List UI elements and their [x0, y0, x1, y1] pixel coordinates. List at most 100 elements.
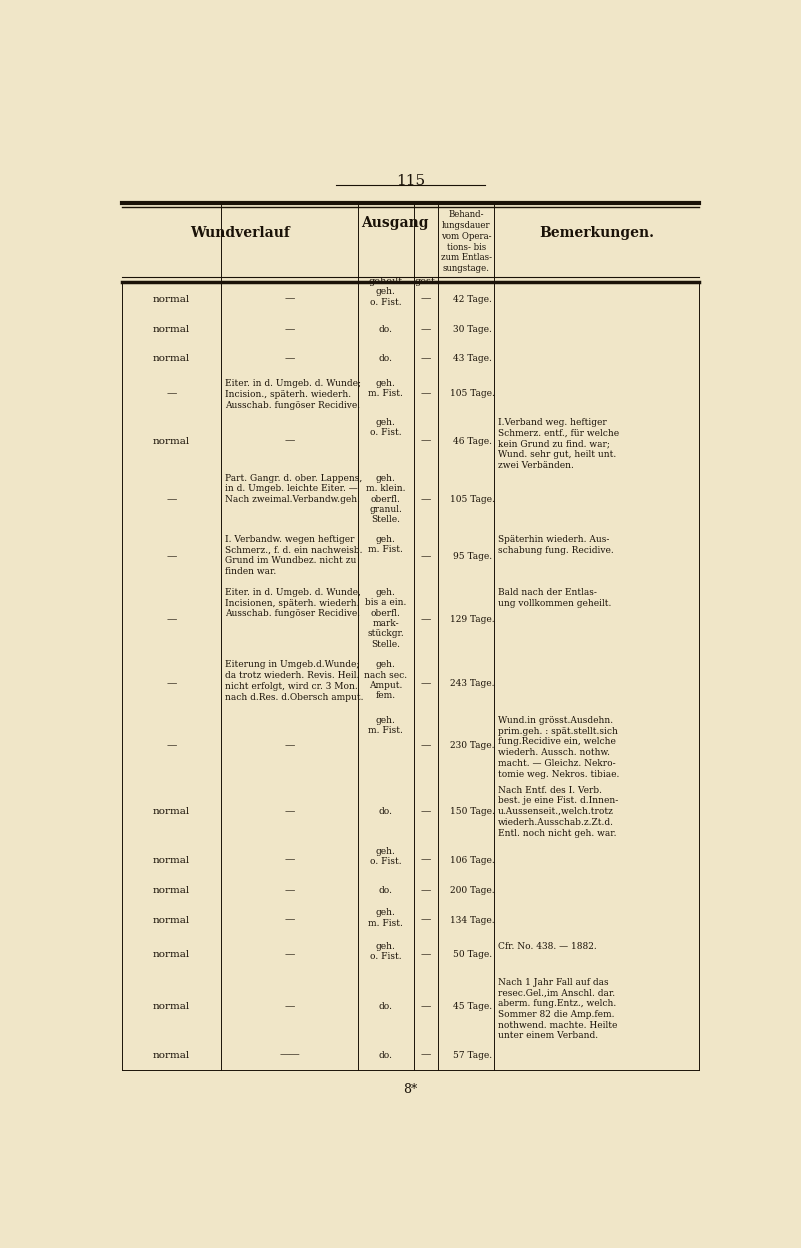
Text: —: —	[421, 1002, 431, 1011]
Text: —: —	[167, 679, 177, 688]
Text: —: —	[421, 950, 431, 960]
Text: do.: do.	[379, 326, 392, 334]
Text: —: —	[421, 916, 431, 925]
Text: I. Verbandw. wegen heftiger
Schmerz., f. d. ein nachweisb.
Grund im Wundbez. nic: I. Verbandw. wegen heftiger Schmerz., f.…	[225, 535, 362, 577]
Text: normal: normal	[153, 1002, 190, 1011]
Text: —: —	[284, 741, 295, 750]
Text: —: —	[284, 437, 295, 446]
Text: normal: normal	[153, 1051, 190, 1060]
Text: normal: normal	[153, 950, 190, 960]
Text: do.: do.	[379, 354, 392, 363]
Text: ——: ——	[279, 1051, 300, 1060]
Text: normal: normal	[153, 326, 190, 334]
Text: —: —	[167, 615, 177, 624]
Text: Cfr. No. 438. — 1882.: Cfr. No. 438. — 1882.	[498, 941, 597, 951]
Text: —: —	[167, 495, 177, 504]
Text: —: —	[421, 552, 431, 562]
Text: 43 Tage.: 43 Tage.	[453, 354, 492, 363]
Text: geh.
m. Fist.: geh. m. Fist.	[368, 379, 403, 398]
Text: 42 Tage.: 42 Tage.	[453, 295, 492, 303]
Text: 105 Tage.: 105 Tage.	[450, 495, 495, 504]
Text: Eiter. in d. Umgeb. d. Wunde;
Incision., späterh. wiederh.
Ausschab. fungöser Re: Eiter. in d. Umgeb. d. Wunde; Incision.,…	[225, 379, 361, 409]
Text: normal: normal	[153, 916, 190, 925]
Text: 95 Tage.: 95 Tage.	[453, 552, 492, 562]
Text: Ausgang: Ausgang	[360, 216, 429, 231]
Text: normal: normal	[153, 886, 190, 895]
Text: geh.
m. klein.
oberfl.
granul.
Stelle.: geh. m. klein. oberfl. granul. Stelle.	[366, 474, 405, 524]
Text: geheilt: geheilt	[368, 277, 403, 286]
Text: —: —	[421, 295, 431, 303]
Text: —: —	[284, 295, 295, 303]
Text: —: —	[284, 916, 295, 925]
Text: —: —	[421, 807, 431, 816]
Text: Späterhin wiederh. Aus-
schabung fung. Recidive.: Späterhin wiederh. Aus- schabung fung. R…	[498, 535, 614, 555]
Text: 243 Tage.: 243 Tage.	[450, 679, 495, 688]
Text: do.: do.	[379, 807, 392, 816]
Text: 8*: 8*	[404, 1083, 417, 1096]
Text: geh.
o. Fist.: geh. o. Fist.	[370, 941, 401, 961]
Text: normal: normal	[153, 807, 190, 816]
Text: Wund.in grösst.Ausdehn.
prim.geh. : spät.stellt.sich
fung.Recidive ein, welche
w: Wund.in grösst.Ausdehn. prim.geh. : spät…	[498, 716, 619, 779]
Text: normal: normal	[153, 437, 190, 446]
Text: —: —	[284, 886, 295, 895]
Text: 129 Tage.: 129 Tage.	[450, 615, 495, 624]
Text: Eiter. in d. Umgeb. d. Wunde,
Incisionen, späterh. wiederh.
Ausschab. fungöser R: Eiter. in d. Umgeb. d. Wunde, Incisionen…	[225, 588, 360, 619]
Text: —: —	[421, 856, 431, 865]
Text: —: —	[421, 679, 431, 688]
Text: normal: normal	[153, 354, 190, 363]
Text: Nach 1 Jahr Fall auf das
resec.Gel.,im Anschl. dar.
aberm. fung.Entz., welch.
So: Nach 1 Jahr Fall auf das resec.Gel.,im A…	[498, 977, 618, 1041]
Text: Bemerkungen.: Bemerkungen.	[539, 226, 654, 240]
Text: 50 Tage.: 50 Tage.	[453, 950, 492, 960]
Text: geh.
o. Fist.: geh. o. Fist.	[370, 287, 401, 307]
Text: 150 Tage.: 150 Tage.	[450, 807, 495, 816]
Text: —: —	[421, 389, 431, 398]
Text: 46 Tage.: 46 Tage.	[453, 437, 492, 446]
Text: Bald nach der Entlas-
ung vollkommen geheilt.: Bald nach der Entlas- ung vollkommen geh…	[498, 588, 611, 608]
Text: —: —	[421, 495, 431, 504]
Text: —: —	[421, 1051, 431, 1060]
Text: —: —	[284, 354, 295, 363]
Text: —: —	[284, 1002, 295, 1011]
Text: do.: do.	[379, 1051, 392, 1060]
Text: 45 Tage.: 45 Tage.	[453, 1002, 492, 1011]
Text: —: —	[421, 437, 431, 446]
Text: —: —	[421, 326, 431, 334]
Text: Eiterung in Umgeb.d.Wunde;
da trotz wiederh. Revis. Heil.
nicht erfolgt, wird cr: Eiterung in Umgeb.d.Wunde; da trotz wied…	[225, 660, 364, 701]
Text: 134 Tage.: 134 Tage.	[450, 916, 495, 925]
Text: —: —	[284, 807, 295, 816]
Text: geh.
m. Fist.: geh. m. Fist.	[368, 909, 403, 927]
Text: —: —	[284, 326, 295, 334]
Text: do.: do.	[379, 886, 392, 895]
Text: 115: 115	[396, 173, 425, 187]
Text: Behand-
lungsdauer
vom Opera-
tions- bis
zum Entlas-
sungstage.: Behand- lungsdauer vom Opera- tions- bis…	[441, 211, 492, 273]
Text: 230 Tage.: 230 Tage.	[450, 741, 495, 750]
Text: geh.
nach sec.
Amput.
fem.: geh. nach sec. Amput. fem.	[364, 660, 407, 700]
Text: —: —	[284, 856, 295, 865]
Text: —: —	[421, 354, 431, 363]
Text: 106 Tage.: 106 Tage.	[450, 856, 495, 865]
Text: gest.: gest.	[414, 277, 438, 286]
Text: geh.
o. Fist.: geh. o. Fist.	[370, 847, 401, 866]
Text: geh.
o. Fist.: geh. o. Fist.	[370, 418, 401, 438]
Text: —: —	[421, 741, 431, 750]
Text: 105 Tage.: 105 Tage.	[450, 389, 495, 398]
Text: I.Verband weg. heftiger
Schmerz. entf., für welche
kein Grund zu find. war;
Wund: I.Verband weg. heftiger Schmerz. entf., …	[498, 418, 619, 470]
Text: —: —	[167, 389, 177, 398]
Text: Wundverlauf: Wundverlauf	[190, 226, 290, 240]
Text: 200 Tage.: 200 Tage.	[450, 886, 495, 895]
Text: normal: normal	[153, 856, 190, 865]
Text: geh.
bis a ein.
oberfl.
mark-
stückgr.
Stelle.: geh. bis a ein. oberfl. mark- stückgr. S…	[365, 588, 406, 649]
Text: geh.
m. Fist.: geh. m. Fist.	[368, 535, 403, 554]
Text: —: —	[167, 741, 177, 750]
Text: —: —	[167, 552, 177, 562]
Text: do.: do.	[379, 1002, 392, 1011]
Text: —: —	[284, 950, 295, 960]
Text: 57 Tage.: 57 Tage.	[453, 1051, 492, 1060]
Text: Part. Gangr. d. ober. Lappens,
in d. Umgeb. leichte Eiter. —
Nach zweimal.Verban: Part. Gangr. d. ober. Lappens, in d. Umg…	[225, 474, 362, 504]
Text: geh.
m. Fist.: geh. m. Fist.	[368, 716, 403, 735]
Text: —: —	[421, 886, 431, 895]
Text: normal: normal	[153, 295, 190, 303]
Text: 30 Tage.: 30 Tage.	[453, 326, 492, 334]
Text: —: —	[421, 615, 431, 624]
Text: Nach Entf. des I. Verb.
best. je eine Fist. d.Innen-
u.Aussenseit.,welch.trotz
w: Nach Entf. des I. Verb. best. je eine Fi…	[498, 785, 618, 837]
